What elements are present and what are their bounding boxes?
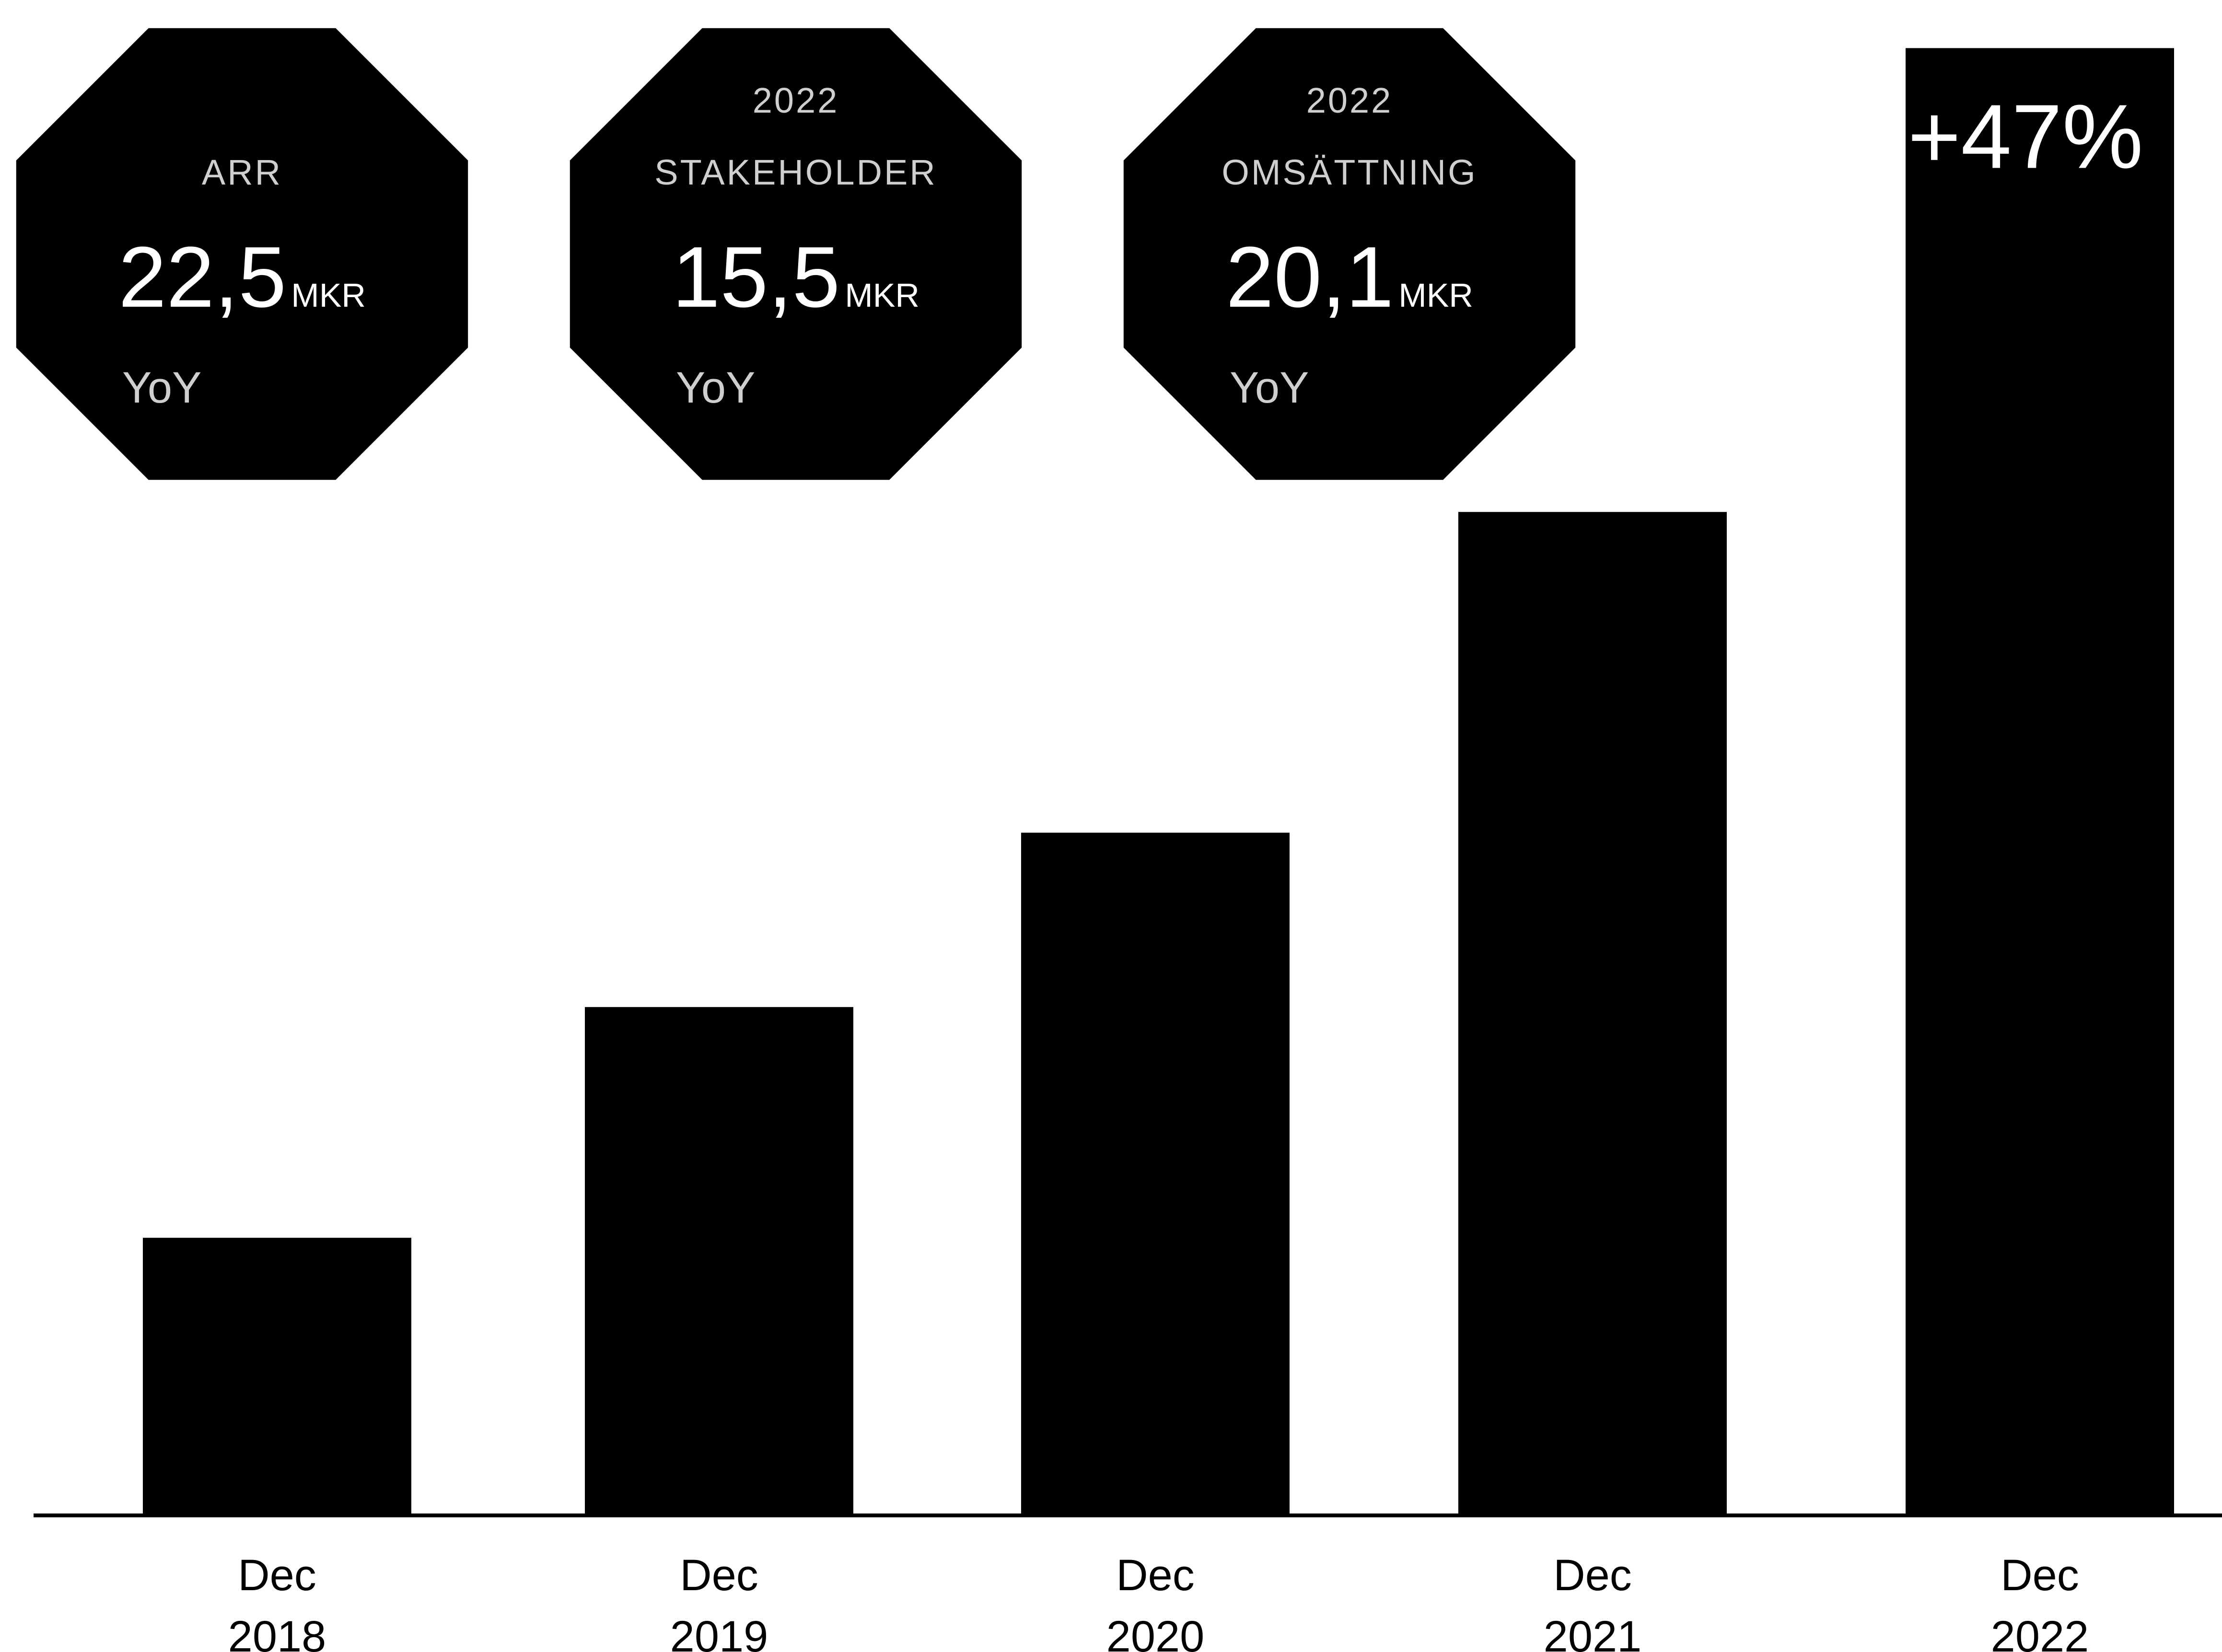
x-axis-ticks: Dec 2018 Dec 2019 Dec 2020 Dec 2021 Dec 2022 [228, 1551, 2089, 1652]
bar-annotations: +47% [1908, 86, 2143, 187]
badge-label: OMSÄTTNING [1222, 152, 1477, 192]
badge-label: 2022 [1306, 81, 1393, 120]
badge-octagon [1123, 28, 1576, 480]
badge-caption: YoY [122, 363, 201, 412]
badge-label: STAKEHOLDER [654, 152, 937, 192]
badge-value: 15,5 MKR [672, 229, 919, 325]
x-tick-label: Dec 2018 [228, 1551, 326, 1652]
bar-2020 [1021, 832, 1290, 1515]
badge-caption: YoY [1230, 363, 1309, 412]
kpi-badge: 2022 STAKEHOLDER 15,5 MKR YoY [570, 28, 1022, 480]
badge-caption: YoY [676, 363, 755, 412]
bar-2021 [1458, 512, 1727, 1516]
badge-value: 22,5 MKR [118, 229, 366, 325]
kpi-badge: ARR 22,5 MKR YoY [16, 28, 468, 480]
bar-annotation: +47% [1908, 86, 2143, 187]
kpi-badge: 2022 OMSÄTTNING 20,1 MKR YoY [1123, 28, 1576, 480]
badge-octagon [16, 28, 468, 480]
badge-label: ARR [202, 152, 282, 192]
badge-label: 2022 [753, 81, 839, 120]
x-tick-label: Dec 2020 [1106, 1551, 1205, 1652]
bar-2022 [1906, 48, 2174, 1515]
x-tick-label: Dec 2022 [1991, 1551, 2089, 1652]
x-tick-label: Dec 2019 [670, 1551, 768, 1652]
badge-octagon [570, 28, 1022, 480]
x-tick-label: Dec 2021 [1544, 1551, 1642, 1652]
bars [143, 48, 2174, 1516]
bar-2019 [585, 1007, 853, 1515]
badge-value: 20,1 MKR [1226, 229, 1473, 325]
bar-2018 [143, 1237, 411, 1515]
